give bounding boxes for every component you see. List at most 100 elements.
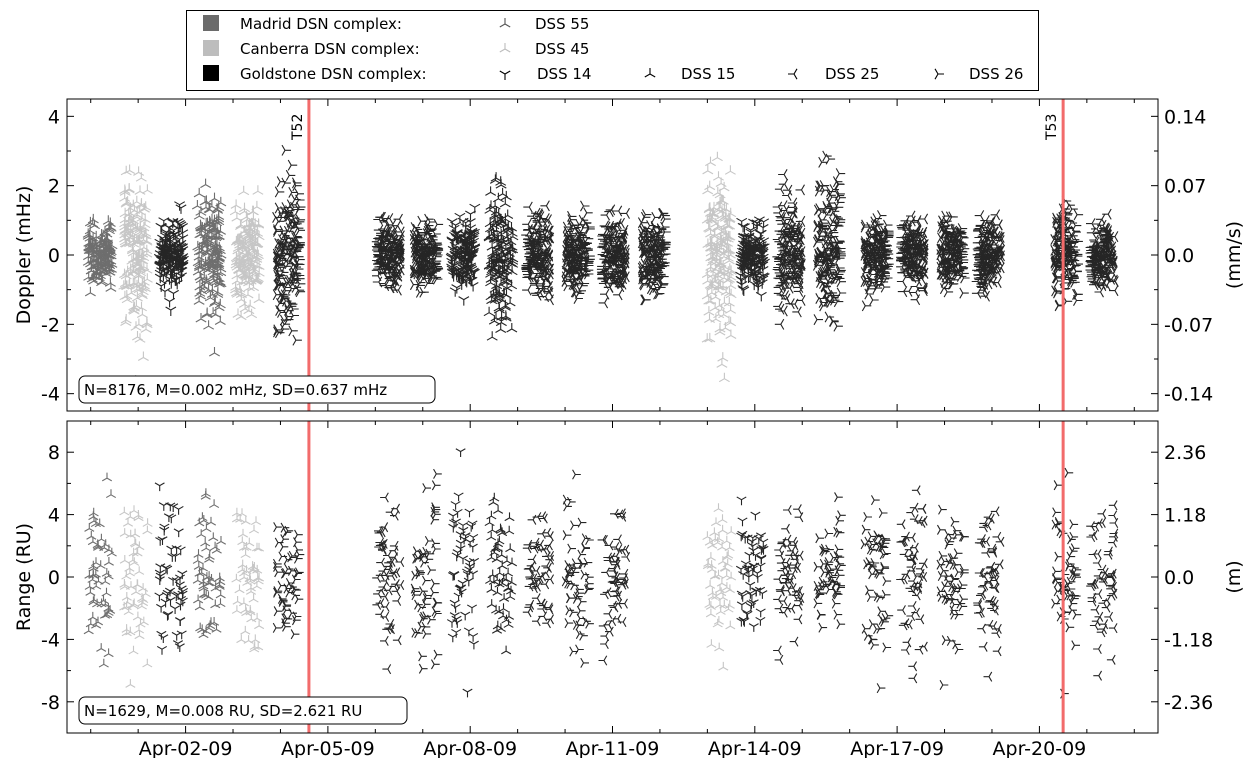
data-point xyxy=(578,280,588,292)
data-point xyxy=(713,503,724,513)
data-point xyxy=(247,246,259,257)
data-point xyxy=(524,581,534,592)
data-point xyxy=(103,648,114,658)
data-point xyxy=(232,596,243,605)
pass-cluster xyxy=(561,469,594,668)
data-point xyxy=(613,544,623,555)
data-point xyxy=(709,527,720,537)
data-point xyxy=(171,254,183,264)
data-point xyxy=(974,210,985,222)
data-point xyxy=(527,514,537,525)
pass-cluster xyxy=(637,207,671,306)
pass-cluster xyxy=(409,213,444,298)
y-tick-label: 4 xyxy=(48,106,60,128)
data-point xyxy=(91,619,102,629)
data-point xyxy=(389,581,399,592)
data-point xyxy=(208,532,219,542)
data-point xyxy=(213,241,225,252)
data-point xyxy=(247,213,259,223)
data-point xyxy=(782,190,792,201)
data-point xyxy=(495,525,507,534)
doppler-panel: T52 T53-4 -0.14-2 -0.070 0.02 0.074 0.14Dopple… xyxy=(13,98,1245,412)
data-point xyxy=(421,575,431,586)
data-point xyxy=(453,492,464,502)
data-point xyxy=(723,549,734,559)
data-point xyxy=(135,172,147,182)
data-point xyxy=(795,184,805,196)
data-point xyxy=(173,225,185,235)
data-point xyxy=(458,296,470,306)
data-point xyxy=(1109,285,1119,297)
data-point xyxy=(230,283,242,294)
data-point xyxy=(209,499,220,509)
data-point xyxy=(621,551,631,563)
data-point xyxy=(215,589,226,599)
data-point xyxy=(175,546,186,556)
pass-cluster xyxy=(812,150,847,332)
data-point xyxy=(251,260,263,270)
data-point xyxy=(491,553,502,563)
data-point xyxy=(276,176,287,188)
data-point xyxy=(240,275,252,285)
data-point xyxy=(705,608,716,618)
y-tick-label-right: 0.07 xyxy=(1164,176,1206,198)
data-point xyxy=(433,649,443,660)
data-point xyxy=(601,567,610,578)
data-point xyxy=(203,230,215,240)
data-point xyxy=(484,517,495,527)
data-point xyxy=(501,645,512,655)
y-tick-label-right: 0.14 xyxy=(1164,106,1206,128)
pass-cluster xyxy=(82,213,118,297)
data-point xyxy=(175,239,187,250)
data-point xyxy=(835,168,846,180)
data-point xyxy=(273,224,283,236)
pass-cluster xyxy=(118,164,153,385)
data-point xyxy=(787,197,798,209)
data-point xyxy=(238,185,250,196)
data-point xyxy=(124,278,136,288)
data-point xyxy=(813,314,823,326)
pass-cluster xyxy=(735,496,769,632)
data-point xyxy=(101,255,113,266)
data-point xyxy=(236,508,248,517)
data-point xyxy=(248,593,259,603)
data-point xyxy=(294,188,304,200)
data-point xyxy=(537,528,546,539)
data-point xyxy=(136,254,148,265)
data-point xyxy=(202,217,213,228)
data-point xyxy=(380,492,389,503)
data-point xyxy=(154,482,165,492)
data-point xyxy=(192,240,204,251)
data-point xyxy=(960,272,970,284)
data-point xyxy=(711,151,723,162)
data-point xyxy=(167,217,179,228)
data-point xyxy=(200,195,212,205)
data-point xyxy=(193,187,205,198)
pass-cluster xyxy=(735,216,770,302)
data-point xyxy=(912,215,922,227)
data-point xyxy=(293,537,302,548)
data-point xyxy=(239,205,250,215)
data-point xyxy=(142,658,153,668)
data-point xyxy=(209,222,221,232)
data-point xyxy=(231,212,243,222)
data-point xyxy=(243,304,255,315)
data-point xyxy=(575,644,584,655)
data-point xyxy=(446,619,458,628)
data-point xyxy=(455,448,466,457)
data-point xyxy=(123,183,135,193)
data-point xyxy=(380,601,390,612)
data-point xyxy=(580,657,589,668)
data-point xyxy=(171,631,182,641)
legend-station-label: DSS 25 xyxy=(825,65,879,83)
data-point xyxy=(704,599,715,608)
data-point xyxy=(467,282,479,292)
data-point xyxy=(833,320,843,332)
data-point xyxy=(393,213,403,225)
data-point xyxy=(253,293,265,304)
legend-station-marker xyxy=(934,68,944,80)
data-point xyxy=(772,201,783,213)
data-point xyxy=(193,251,205,261)
data-point xyxy=(640,294,650,306)
data-point xyxy=(468,640,479,650)
